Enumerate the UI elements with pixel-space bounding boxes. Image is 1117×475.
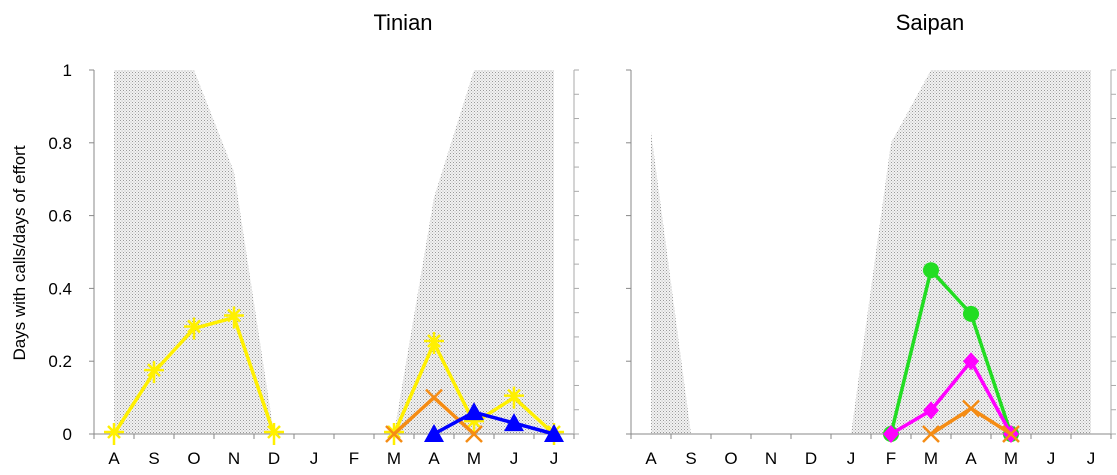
data-point-star — [424, 332, 444, 354]
x-tick-label: F — [886, 449, 896, 468]
data-point-star — [184, 317, 204, 340]
y-axis-title-group: Days with calls/days of effort — [10, 145, 29, 360]
data-point-circle — [923, 262, 939, 279]
data-point-diamond — [883, 425, 899, 443]
data-point-triangle — [424, 424, 444, 442]
data-point-diamond — [923, 401, 939, 420]
panel-title: Saipan — [896, 10, 965, 35]
series-line — [890, 359, 1013, 436]
panel-saipan: Saipan A S O N D J F M A M J J — [626, 10, 1116, 468]
x-tick-label: J — [310, 449, 319, 468]
x-tick-label: J — [510, 449, 519, 468]
x-tick-label: N — [228, 449, 240, 468]
x-tick-label: S — [148, 449, 159, 468]
x-tick-label: D — [268, 449, 280, 468]
data-point-star — [144, 361, 164, 384]
data-point-circle — [963, 305, 979, 322]
series-line — [889, 268, 1013, 435]
x-tick-label: A — [428, 449, 440, 468]
panel-tinian: Tinian 0 0.2 0.4 0.6 0.8 1 A S O N D J F M A M J J — [48, 10, 579, 468]
data-point-triangle — [544, 424, 564, 442]
x-tick-label: A — [965, 449, 977, 468]
x-tick-label: D — [805, 449, 817, 468]
x-tick-label: N — [765, 449, 777, 468]
data-point-x — [465, 425, 483, 443]
data-point-star — [224, 306, 244, 329]
data-point-star — [104, 423, 124, 445]
x-tick-label: O — [187, 449, 200, 468]
data-point-x — [922, 425, 940, 443]
series-line — [433, 410, 555, 436]
y-tick-label: 1 — [63, 61, 72, 80]
x-tick-label: A — [645, 449, 657, 468]
series-x — [922, 399, 1020, 443]
panel-title: Tinian — [373, 10, 432, 35]
x-tick-label: F — [349, 449, 359, 468]
x-tick-label: J — [1087, 449, 1096, 468]
x-tick-label: A — [108, 449, 120, 468]
x-tick-label: S — [685, 449, 696, 468]
effort-shading-area — [114, 70, 554, 434]
data-point-x — [1002, 425, 1020, 443]
y-tick-label: 0.8 — [48, 134, 72, 153]
data-point-triangle — [504, 413, 524, 432]
data-point-star — [504, 386, 524, 409]
data-point-star — [464, 412, 484, 435]
y-tick-label: 0.6 — [48, 207, 72, 226]
x-tick-label: M — [924, 449, 938, 468]
x-tick-label: M — [1004, 449, 1018, 468]
data-point-x — [425, 388, 443, 407]
x-tick-label: M — [387, 449, 401, 468]
data-point-star — [264, 423, 284, 445]
effort-shading-area — [651, 70, 1091, 434]
y-axis-title: Days with calls/days of effort — [10, 145, 29, 360]
series-triangle — [424, 402, 564, 442]
x-tick-label: J — [1047, 449, 1056, 468]
y-tick-label: 0.4 — [48, 279, 72, 298]
data-point-triangle — [464, 402, 484, 421]
data-point-x — [962, 399, 980, 418]
data-point-diamond — [963, 352, 979, 371]
x-tick-label: J — [847, 449, 856, 468]
y-tick-label: 0 — [63, 425, 72, 444]
series-x — [385, 388, 483, 443]
x-tick-label: M — [467, 449, 481, 468]
x-tick-label: J — [550, 449, 559, 468]
x-tick-label: O — [724, 449, 737, 468]
y-tick-label: 0.2 — [48, 352, 72, 371]
data-point-x — [385, 425, 403, 443]
